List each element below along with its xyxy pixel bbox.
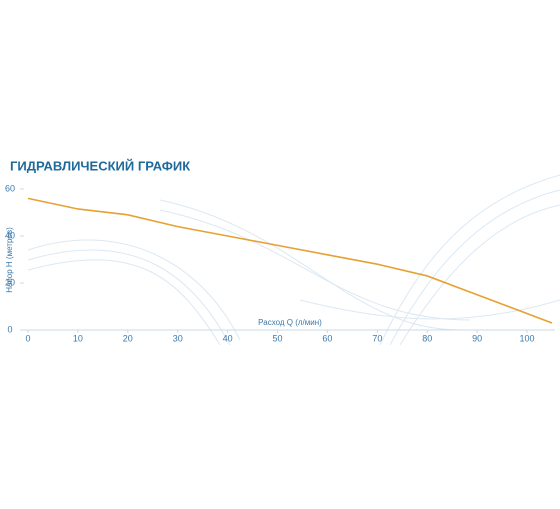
x-tick-label: 30 xyxy=(173,333,183,343)
y-axis-label: Напор H (метров) xyxy=(5,227,14,293)
wave xyxy=(27,239,241,341)
x-tick-label: 90 xyxy=(472,333,482,343)
wave xyxy=(27,259,221,346)
x-tick-label: 100 xyxy=(520,333,535,343)
x-tick-label: 10 xyxy=(73,333,83,343)
wave xyxy=(299,299,560,320)
x-tick-label: 40 xyxy=(223,333,233,343)
y-tick-label: 60 xyxy=(5,183,15,193)
wave xyxy=(159,199,461,331)
curve xyxy=(27,197,553,324)
x-tick-label: 0 xyxy=(25,333,30,343)
y-tick-label: 0 xyxy=(7,324,12,334)
wave xyxy=(379,174,560,346)
background-waves xyxy=(27,174,560,346)
wave xyxy=(399,204,560,346)
x-tick-label: 50 xyxy=(273,333,283,343)
x-tick-label: 70 xyxy=(372,333,382,343)
y-tick-label: 20 xyxy=(5,277,15,287)
chart-title: ГИДРАВЛИЧЕСКИЙ ГРАФИК xyxy=(10,158,190,173)
x-tick-label: 60 xyxy=(322,333,332,343)
x-tick-label: 20 xyxy=(123,333,133,343)
y-tick-label: 40 xyxy=(5,230,15,240)
x-axis-label: Расход Q (л/мин) xyxy=(258,318,322,327)
wave xyxy=(159,209,471,321)
x-tick-label: 80 xyxy=(422,333,432,343)
wave xyxy=(27,249,231,346)
